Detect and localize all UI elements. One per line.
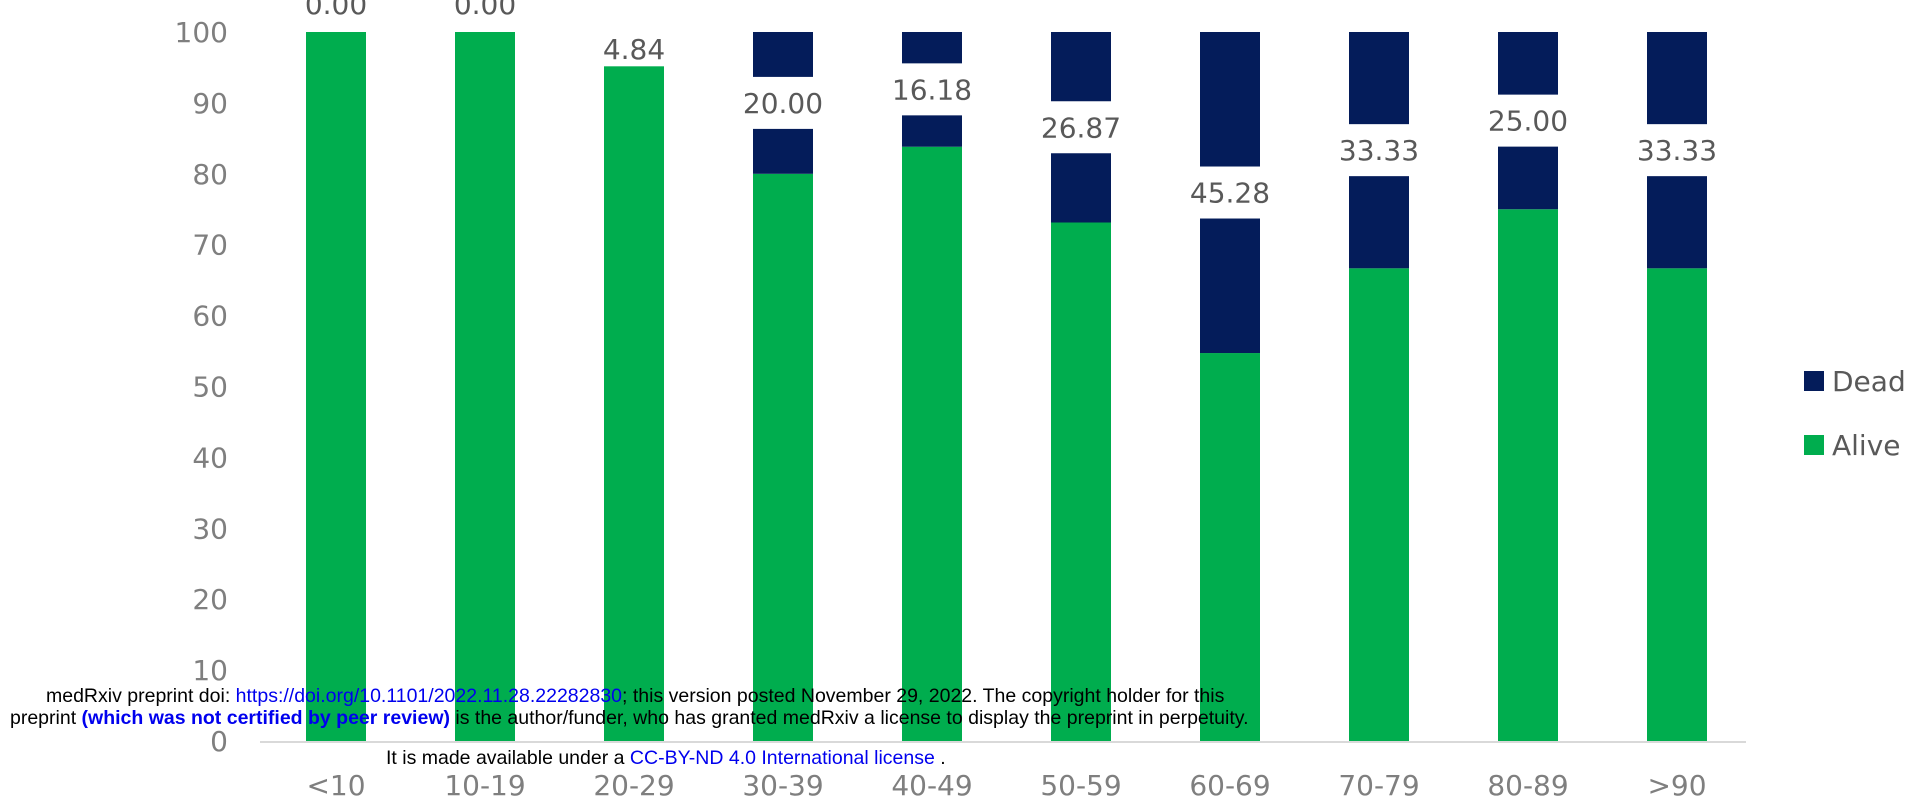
bar-dead-lower-9 [1647,176,1707,269]
bar-dead-lower-3 [753,128,813,174]
bar-dead-upper-3 [753,32,813,77]
bar-dead-upper-9 [1647,32,1707,125]
peer-review-warning: (which was not certified by peer review) [81,707,450,729]
notice-period: . [934,747,946,769]
data-label-3: 20.00 [743,87,823,120]
bar-dead-upper-5 [1051,32,1111,102]
data-label-7: 33.33 [1339,134,1419,167]
legend-label-dead: Dead [1832,365,1906,398]
x-tick-label-5: 50-59 [1040,769,1121,802]
y-tick-label: 70 [192,229,228,262]
y-tick-label: 30 [192,512,228,545]
data-labels: 0.00 0.00 4.84 20.00 16.18 26.87 45.28 33.33 25.… [305,0,1717,210]
legend-swatch-dead [1804,371,1824,391]
bar-alive-6 [1200,353,1260,741]
notice-available-text: It is made available under a [386,747,630,769]
y-tick-label: 90 [192,87,228,120]
notice-copyright-text: ; this version posted November 29, 2022.… [622,685,1225,707]
bar-dead-lower-7 [1349,176,1409,269]
bar-alive-5 [1051,222,1111,741]
data-label-5: 26.87 [1041,111,1121,144]
y-tick-label: 10 [192,654,228,687]
data-label-8: 25.00 [1488,105,1568,138]
x-tick-label-9: >90 [1647,769,1706,802]
bar-dead-lower-6 [1200,218,1260,354]
bar-alive-1 [455,32,515,741]
notice-preprint-word: preprint [10,707,82,729]
bar-alive-2 [604,66,664,741]
y-tick-label: 60 [192,300,228,333]
bar-dead-upper-6 [1200,32,1260,167]
data-label-2: 4.84 [603,33,665,66]
data-label-0: 0.00 [305,0,367,21]
bar-dead-upper-4 [902,32,962,64]
data-label-9: 33.33 [1637,134,1717,167]
x-tick-label-0: <10 [306,769,365,802]
notice-line-2: preprint (which was not certified by pee… [10,706,1249,730]
x-tick-label-4: 40-49 [891,769,972,802]
bar-dead-upper-8 [1498,32,1558,95]
bar-alive-4 [902,146,962,742]
y-tick-label: 100 [175,16,228,49]
y-tick-label: 80 [192,158,228,191]
bar-dead-upper-7 [1349,32,1409,125]
y-tick-label: 0 [210,725,228,758]
y-tick-label: 50 [192,371,228,404]
legend-label-alive: Alive [1832,429,1901,462]
bars [306,32,1707,742]
x-tick-label-7: 70-79 [1338,769,1419,802]
legend: Dead Alive [1804,365,1906,462]
y-tick-label: 40 [192,441,228,474]
bar-dead-lower-5 [1051,153,1111,223]
bar-alive-7 [1349,268,1409,741]
bar-dead-lower-8 [1498,146,1558,210]
data-label-1: 0.00 [454,0,516,21]
data-label-4: 16.18 [892,73,972,106]
y-tick-label: 20 [192,583,228,616]
bar-alive-8 [1498,209,1558,741]
y-axis-ticks: 0 10 20 30 40 50 60 70 80 90 100 [175,16,228,758]
bar-dead-lower-4 [902,115,962,147]
x-tick-label-2: 20-29 [593,769,674,802]
doi-link[interactable]: https://doi.org/10.1101/2022.11.28.22282… [235,685,623,707]
bar-alive-3 [753,173,813,742]
bar-alive-9 [1647,268,1707,741]
notice-doi-prefix: medRxiv preprint doi: [46,685,236,707]
x-tick-label-6: 60-69 [1189,769,1270,802]
legend-swatch-alive [1804,435,1824,455]
notice-license-grant: is the author/funder, who has granted me… [449,707,1249,729]
x-tick-label-1: 10-19 [444,769,525,802]
bar-alive-0 [306,32,366,741]
notice-line-3: It is made available under a CC-BY-ND 4.… [386,746,946,770]
x-axis-ticks: <10 10-19 20-29 30-39 40-49 50-59 60-69 70-79 80… [306,769,1706,802]
x-tick-label-3: 30-39 [742,769,823,802]
x-tick-label-8: 80-89 [1487,769,1568,802]
license-link[interactable]: CC-BY-ND 4.0 International license [629,747,935,769]
data-label-6: 45.28 [1190,177,1270,210]
notice-line-1: medRxiv preprint doi: https://doi.org/10… [46,684,1224,708]
